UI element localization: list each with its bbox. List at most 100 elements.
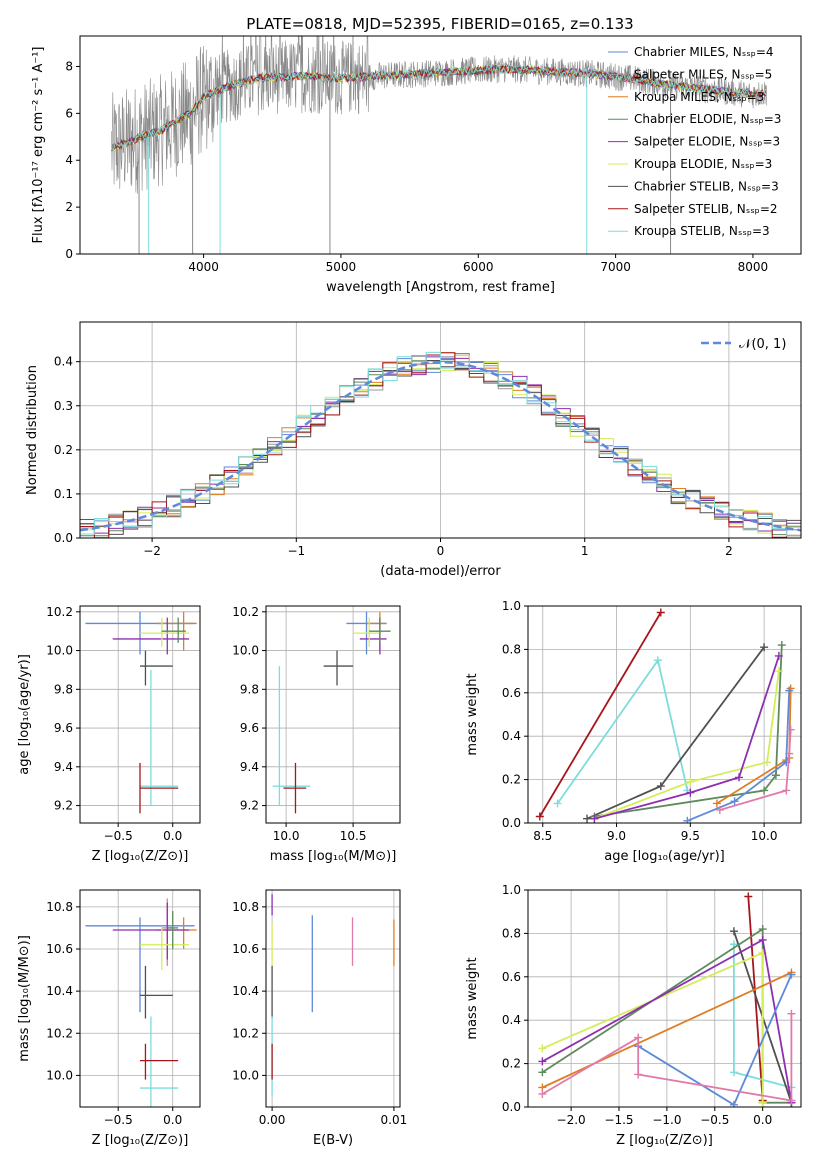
spectrum-xlabel: wavelength [Angstrom, rest frame] (326, 280, 555, 295)
legend-label-3: Chabrier ELODIE, Nₛₛₚ=3 (634, 112, 781, 126)
weight_vs_Z-ytick-label-1: 0.2 (502, 1057, 521, 1071)
weight_vs_age-marks (535, 608, 795, 823)
weight_vs_age-xlabel: age [log₁₀(age/yr)] (604, 849, 725, 864)
weight_vs_age-ytick-label-5: 1.0 (502, 599, 521, 613)
spectrum-ytick-label-3: 6 (65, 106, 73, 120)
mass_vs_Z-marks (85, 898, 197, 1107)
spectrum-ytick-label-2: 4 (65, 153, 73, 167)
weight_vs_age-marker-0-0 (535, 812, 544, 821)
weight_vs_Z-axes-box (527, 889, 802, 1108)
age_vs_mass-xlabel: mass [log₁₀(M/M⊙)] (270, 849, 397, 864)
weight_vs_age-line-6 (716, 688, 792, 805)
mass_vs_Z-axes-box (79, 889, 201, 1108)
mass_vs_EBV-xtick-label-1: 0.01 (381, 1113, 408, 1127)
weight_vs_Z-marker-4-2 (758, 1098, 767, 1107)
mass_vs_EBV-marks (271, 894, 395, 1097)
weight_vs_Z-marker-5-0 (538, 1057, 547, 1066)
age_vs_Z-marks (85, 611, 197, 814)
weight_vs_age-marker-4-1 (686, 777, 695, 786)
mass_vs_EBV-panel: 0.00 0.01 10.0 10.2 10.4 10.6 10.8 E(B-V) (232, 889, 408, 1148)
mass_vs_Z-ylabel: mass [log₁₀(M/M⊙)] (17, 935, 32, 1062)
residuals-ytick-label-4: 0.4 (54, 355, 73, 369)
spectrum-model-8 (111, 64, 767, 152)
mass_vs_EBV-ytick-label-3: 10.6 (232, 942, 259, 956)
mass_vs_Z-ytick-label-4: 10.8 (46, 900, 73, 914)
weight_vs_Z-ytick-label-0: 0.0 (502, 1100, 521, 1114)
legend-label-7: Salpeter STELIB, Nₛₛₚ=2 (634, 202, 778, 216)
residuals-ytick-label-0: 0.0 (54, 531, 73, 545)
weight_vs_age-marker-2-1 (656, 782, 665, 791)
mass_vs_EBV-xlabel: E(B-V) (313, 1133, 353, 1148)
weight_vs_Z-xtick-label-0: −2.0 (557, 1113, 586, 1127)
age_vs_Z-ytick-label-5: 10.2 (46, 605, 73, 619)
weight_vs_Z-xtick-label-3: −0.5 (700, 1113, 729, 1127)
age_vs_mass-marks (272, 611, 391, 814)
weight_vs_age-marker-8-0 (715, 805, 724, 814)
weight_vs_age-xtick-label-2: 9.5 (681, 829, 700, 843)
age_vs_Z-ytick-label-4: 10.0 (46, 644, 73, 658)
weight_vs_Z-line-6 (542, 971, 792, 1089)
weight_vs_age-marker-8-1 (782, 786, 791, 795)
gaussian-legend-label: 𝒩(0, 1) (739, 337, 786, 352)
spectrum-frame: 4000 5000 6000 7000 8000 0 2 4 6 8 wavelength [Ang… (31, 35, 802, 295)
age_vs_mass-xtick-label-0: 10.0 (273, 829, 300, 843)
spectrum-data-line (111, 36, 767, 194)
residuals-xtick-label-1: −1 (287, 544, 305, 558)
residuals-ytick-label-3: 0.3 (54, 399, 73, 413)
weight_vs_Z-marker-8-1 (634, 1033, 643, 1042)
weight_vs_age-marker-3-1 (760, 786, 769, 795)
weight_vs_Z-marker-8-0 (538, 1089, 547, 1098)
mass_vs_Z-xtick-label-1: 0.0 (163, 1113, 182, 1127)
age_vs_mass-xtick-label-1: 10.5 (340, 829, 367, 843)
weight_vs_Z-xtick-label-4: 0.0 (753, 1113, 772, 1127)
weight_vs_age-marker-6-0 (712, 799, 721, 808)
weight_vs_Z-ytick-label-3: 0.6 (502, 970, 521, 984)
weight_vs_age-ylabel: mass weight (465, 673, 480, 755)
age_vs_Z-ytick-label-0: 9.2 (54, 799, 73, 813)
age_vs_mass-ytick-label-5: 10.2 (232, 605, 259, 619)
residuals-marks (80, 351, 801, 538)
residual-hist-8 (80, 351, 801, 537)
weight_vs_age-marker-4-3 (774, 667, 783, 676)
legend-label-4: Salpeter ELODIE, Nₛₛₚ=3 (634, 135, 780, 149)
weight_vs_Z-panel: −2.0 −1.5 −1.0 −0.5 0.0 0.0 0.2 0.4 0.6 0.8 1.0 Z [… (465, 883, 802, 1148)
weight_vs_Z-marker-3-1 (758, 925, 767, 934)
age_vs_mass-frame: 10.0 10.5 9.2 9.4 9.6 9.8 10.0 10.2 mass [log₁₀(… (232, 605, 401, 864)
plot-layer: 4000 5000 6000 7000 8000 0 2 4 6 8 wavelength [Ang… (17, 35, 802, 1148)
weight_vs_age-marker-1-1 (653, 656, 662, 665)
weight_vs_age-ytick-label-2: 0.4 (502, 729, 521, 743)
mass_vs_Z-ytick-label-3: 10.6 (46, 942, 73, 956)
weight_vs_age-marker-7-3 (785, 686, 794, 695)
mass_vs_EBV-ytick-label-2: 10.4 (232, 984, 259, 998)
weight_vs_Z-line-0 (747, 896, 764, 1101)
mass_vs_EBV-ytick-label-4: 10.8 (232, 900, 259, 914)
weight_vs_age-marker-0-1 (656, 608, 665, 617)
spectrum-xtick-label-4: 8000 (738, 260, 769, 274)
legend-label-1: Salpeter MILES, Nₛₛₚ=5 (634, 67, 772, 81)
age_vs_mass-panel: 10.0 10.5 9.2 9.4 9.6 9.8 10.0 10.2 mass [log₁₀(… (232, 605, 401, 864)
weight_vs_Z-marker-2-0 (729, 927, 738, 936)
weight_vs_age-panel: 8.5 9.0 9.5 10.0 0.0 0.2 0.4 0.6 0.8 1.0 age [log₁… (465, 599, 802, 864)
residuals-xtick-label-0: −2 (143, 544, 161, 558)
residuals-xtick-label-2: 0 (437, 544, 445, 558)
mass_vs_EBV-frame: 0.00 0.01 10.0 10.2 10.4 10.6 10.8 E(B-V) (232, 889, 408, 1148)
mass_vs_Z-panel: −0.5 0.0 10.0 10.2 10.4 10.6 10.8 Z [log₁₀(Z/Z⊙… (17, 889, 201, 1148)
weight_vs_age-line-7 (687, 690, 791, 822)
weight_vs_age-line-5 (594, 655, 780, 820)
mass_vs_Z-xtick-label-0: −0.5 (104, 1113, 133, 1127)
weight_vs_Z-ytick-label-4: 0.8 (502, 926, 521, 940)
weight_vs_age-marker-1-0 (553, 799, 562, 808)
weight_vs_Z-ytick-label-2: 0.4 (502, 1013, 521, 1027)
spectrum-ylabel: Flux [fλ10⁻¹⁷ erg cm⁻² s⁻¹ A⁻¹] (31, 47, 46, 244)
mass_vs_EBV-ytick-label-0: 10.0 (232, 1068, 259, 1082)
mass_vs_EBV-axes-box (265, 889, 401, 1108)
age_vs_mass-ytick-label-4: 10.0 (232, 644, 259, 658)
age_vs_Z-axes-box (79, 605, 201, 824)
weight_vs_Z-marker-4-0 (538, 1044, 547, 1053)
spectrum-axes-box (79, 35, 802, 255)
weight_vs_age-marker-8-3 (786, 725, 795, 734)
spectrum-ytick-label-1: 2 (65, 200, 73, 214)
legend-label-0: Chabrier MILES, Nₛₛₚ=4 (634, 45, 774, 59)
weight_vs_Z-ytick-label-5: 1.0 (502, 883, 521, 897)
